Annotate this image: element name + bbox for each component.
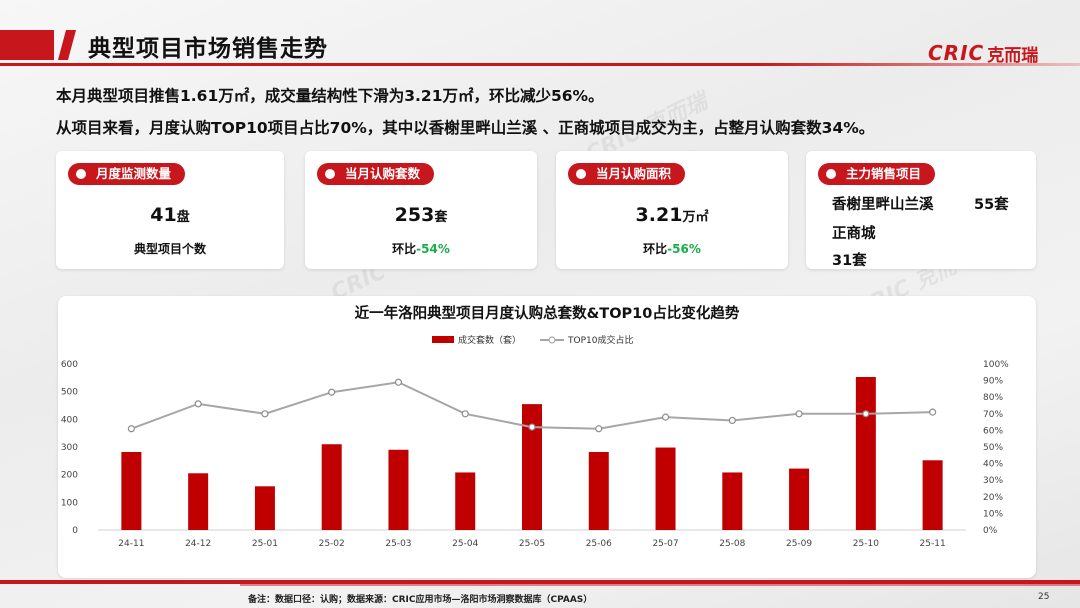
project-units: 55套 xyxy=(974,197,1009,213)
line-point xyxy=(595,425,603,433)
x-tick-label: 25-06 xyxy=(586,539,612,549)
legend-label: TOP10成交占比 xyxy=(567,334,633,346)
y-left-tick-label: 400 xyxy=(61,415,78,425)
bullet-icon xyxy=(76,169,86,179)
bar xyxy=(522,404,542,530)
y-right-tick-label: 10% xyxy=(983,509,1003,519)
bar xyxy=(722,472,743,530)
card-change: 环比-54% xyxy=(392,242,450,256)
y-left-tick-label: 100 xyxy=(61,498,78,508)
bullet-icon xyxy=(826,169,836,179)
line-point xyxy=(862,410,870,418)
card-value: 253套 xyxy=(394,204,448,226)
y-right-tick-label: 60% xyxy=(983,426,1003,436)
line-point xyxy=(127,425,135,433)
bullet-icon xyxy=(576,169,586,179)
y-right-tick-label: 20% xyxy=(983,493,1003,503)
legend-label: 成交套数（套） xyxy=(458,334,521,346)
y-right-tick-label: 100% xyxy=(983,360,1009,370)
page-number: 25 xyxy=(1038,592,1050,602)
y-left-tick-label: 600 xyxy=(61,360,78,370)
bar xyxy=(254,486,275,530)
project-name: 正商城 xyxy=(832,226,876,242)
card-monitored-projects: 月度监测数量 41盘 典型项目个数 xyxy=(56,151,284,269)
x-tick-label: 24-11 xyxy=(118,539,144,549)
bar xyxy=(188,473,209,530)
y-left-tick-label: 300 xyxy=(61,443,78,453)
project-name: 香榭里畔山兰溪 xyxy=(832,197,934,213)
x-tick-label: 25-05 xyxy=(519,539,545,549)
card-monthly-area: 当月认购面积 3.21万㎡ 环比-56% xyxy=(556,151,788,269)
summary-line-1: 本月典型项目推售1.61万㎡，成交量结构性下滑为3.21万㎡，环比减少56%。 xyxy=(56,87,604,105)
line-point xyxy=(261,410,269,418)
card-subtitle: 典型项目个数 xyxy=(133,242,206,256)
card-monthly-units: 当月认购套数 253套 环比-54% xyxy=(305,151,537,269)
legend-marker xyxy=(548,336,556,344)
card-tag: 当月认购套数 xyxy=(317,163,435,185)
footer-rule-thin xyxy=(240,584,1080,586)
page-title: 典型项目市场销售走势 xyxy=(88,36,328,62)
line-point xyxy=(661,413,670,421)
chart-panel: 近一年洛阳典型项目月度认购总套数&TOP10占比变化趋势成交套数（套） TOP10… xyxy=(58,296,1036,578)
x-tick-label: 25-10 xyxy=(853,539,879,549)
bar xyxy=(388,449,409,530)
cric-logo: CRIC 克而瑞 xyxy=(928,41,1039,66)
y-left-tick-label: 500 xyxy=(61,388,78,398)
y-right-tick-label: 80% xyxy=(983,393,1003,403)
legend-swatch-bars xyxy=(432,336,454,343)
x-tick-label: 25-03 xyxy=(385,539,411,549)
chart-title: 近一年洛阳典型项目月度认购总套数&TOP10占比变化趋势 xyxy=(355,304,740,322)
line-point xyxy=(461,410,469,418)
x-tick-label: 25-09 xyxy=(786,539,812,549)
line-point xyxy=(194,400,202,408)
x-tick-label: 25-11 xyxy=(920,539,946,549)
y-right-tick-label: 90% xyxy=(983,377,1003,387)
bullet-icon xyxy=(325,169,335,179)
card-value: 41盘 xyxy=(150,204,190,226)
line-point xyxy=(394,378,403,386)
y-right-tick-label: 30% xyxy=(983,476,1003,486)
x-tick-label: 25-08 xyxy=(719,539,745,549)
y-right-tick-label: 0% xyxy=(983,526,998,536)
footer-rule xyxy=(0,580,1080,584)
bar xyxy=(588,451,609,530)
card-tag: 主力销售项目 xyxy=(818,163,936,185)
y-right-tick-label: 70% xyxy=(983,410,1003,420)
x-tick-label: 25-02 xyxy=(319,539,345,549)
bar xyxy=(655,447,676,530)
footnote: 备注：数据口径：认购；数据来源：CRIC应用市场—洛阳市场洞察数据库（CPAAS… xyxy=(248,595,593,605)
line-point xyxy=(728,416,736,425)
title-accent-bar xyxy=(0,30,54,60)
card-tag: 月度监测数量 xyxy=(68,163,186,185)
x-tick-label: 24-12 xyxy=(185,539,211,549)
line-point xyxy=(328,388,336,396)
card-value: 3.21万㎡ xyxy=(635,204,709,226)
x-tick-label: 25-04 xyxy=(452,539,478,549)
line-point xyxy=(795,410,803,418)
x-tick-label: 25-07 xyxy=(652,539,678,549)
x-tick-label: 25-01 xyxy=(252,539,278,549)
y-left-tick-label: 200 xyxy=(61,471,78,481)
bar xyxy=(321,444,342,530)
card-change: 环比-56% xyxy=(643,242,701,256)
line-point xyxy=(528,423,536,431)
project-units: 31套 xyxy=(832,253,867,269)
card-tag: 当月认购面积 xyxy=(568,163,686,185)
bar xyxy=(922,460,943,530)
bar xyxy=(121,451,142,530)
card-main-projects: 主力销售项目 香榭里畔山兰溪 55套 正商城 31套 xyxy=(806,151,1036,269)
header-rule xyxy=(0,63,1080,66)
y-left-tick-label: 0 xyxy=(72,526,78,536)
bar xyxy=(455,472,476,530)
summary-line-2: 从项目来看，月度认购TOP10项目占比70%，其中以香榭里畔山兰溪 、正商城项目… xyxy=(56,119,875,137)
line-point xyxy=(929,408,937,416)
bar xyxy=(789,468,810,530)
y-right-tick-label: 50% xyxy=(983,443,1003,453)
y-right-tick-label: 40% xyxy=(983,460,1003,470)
bar xyxy=(855,377,876,530)
